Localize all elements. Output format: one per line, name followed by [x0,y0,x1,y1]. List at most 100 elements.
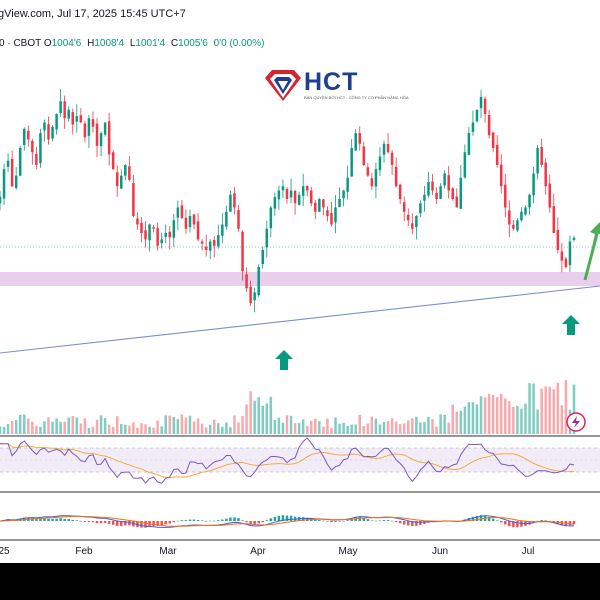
macd-histogram-bar [495,520,499,522]
volume-bar [172,416,176,434]
candle-body [261,250,264,265]
high-value: 1008'4 [94,38,125,49]
chart-source-header: gView.com, Jul 17, 2025 15:45 UTC+7 [0,8,186,20]
volume-bar [200,423,204,434]
volume-bar [330,427,333,434]
logo-text: HCT [304,68,359,96]
volume-bar [572,384,576,434]
macd-histogram-bar [103,521,107,523]
volume-bar [407,420,410,434]
candle-body [334,207,337,223]
x-axis-tick-label: Feb [75,546,93,557]
candle-body [39,133,42,164]
volume-bar [532,383,535,434]
candle-body [43,122,46,131]
volume-bar [293,423,297,434]
candle-body [516,220,519,231]
close-value: 1005'6 [178,38,208,49]
x-axis-tick-label: Jul [522,546,535,557]
lightning-icon[interactable] [566,412,586,432]
macd-histogram-bar [358,517,362,521]
macd-histogram-bar [180,520,184,521]
macd-histogram-bar [172,521,176,523]
volume-bar [55,418,58,434]
candle-body [2,169,6,199]
macd-histogram-bar [265,520,269,521]
candle-body [164,233,167,237]
volume-bar [504,398,507,434]
candle-body [18,148,22,176]
symbol-label: 0 · CBOT [0,38,42,49]
volume-bar [289,415,293,434]
macd-histogram-bar [176,520,180,522]
macd-histogram-bar [326,521,329,522]
candle-body [75,116,79,122]
volume-bar [322,426,325,434]
x-axis-tick-label: Jun [432,546,448,557]
candle-body [439,186,442,199]
candle-body [233,193,236,208]
volume-bar [495,397,499,434]
macd-histogram-bar [67,519,70,521]
candle-body [427,182,430,196]
candle-body [455,196,459,208]
candle-body [128,166,131,180]
volume-bar [51,421,54,434]
macd-histogram-bar [257,521,260,524]
macd-histogram-bar [225,518,228,521]
candle-body [548,183,551,208]
candle-body [47,124,50,140]
volume-bar [346,425,349,434]
candle-body [564,258,568,267]
candle-body [293,190,297,204]
macd-histogram-bar [419,521,422,525]
macd-histogram-bar [402,521,406,525]
macd-histogram-bar [115,521,119,526]
candle-body [229,194,232,212]
macd-histogram-bar [572,521,576,525]
macd-histogram-bar [249,521,252,524]
macd-histogram-bar [330,521,333,523]
chart-svg[interactable]: 25 Feb Mar Apr May Jun Jul [0,0,600,563]
candle-body [342,190,345,199]
macd-histogram-bar [398,521,402,524]
volume-bar [512,406,515,434]
macd-histogram-bar [87,521,91,522]
candle-body [0,196,2,204]
macd-histogram-bar [471,516,475,521]
volume-bars [0,380,576,434]
x-axis-tick-label: Apr [250,546,266,557]
macd-histogram-bar [233,517,236,521]
ohlc-legend: 0 · CBOT O1004'6 H1008'4 L1001'4 C1005'6… [0,38,267,49]
macd-histogram-bar [289,515,293,521]
volume-bar [265,403,269,434]
volume-bar [305,425,309,434]
volume-bar [269,396,273,434]
volume-bar [310,420,313,434]
macd-histogram-bar [411,521,414,527]
volume-bar [491,394,495,434]
candle-body [14,175,18,188]
volume-bar [419,422,422,434]
macd-histogram-bar [212,520,216,522]
volume-bar [221,426,224,434]
candle-body [6,160,10,167]
macd-histogram-bar [342,520,345,522]
candle-body [512,224,515,229]
candle-body [475,109,479,122]
candle-body [212,239,216,246]
macd-histogram-bar [47,518,50,521]
macd-histogram-bar [366,519,370,521]
macd-histogram-bar [370,520,374,522]
candle-body [536,148,539,174]
macd-histogram-bar [479,515,483,521]
candle-body [115,172,119,187]
candle-body [144,230,147,240]
volume-bar [91,426,95,434]
volume-bar [564,380,568,434]
macd-histogram-bar [374,520,378,522]
candle-body [443,173,446,186]
candlesticks [0,89,576,313]
volume-bar [326,418,329,434]
macd-histogram-bar [487,517,491,521]
